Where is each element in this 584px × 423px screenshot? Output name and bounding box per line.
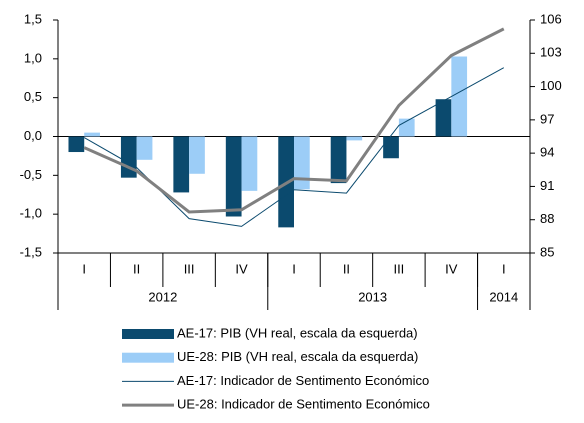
x-tick-label: II — [343, 261, 350, 276]
y2-tick-label: 94 — [540, 145, 554, 160]
y-tick-label: 1,0 — [24, 50, 42, 65]
bar — [189, 136, 205, 174]
group-label: 2012 — [148, 289, 177, 304]
legend-swatch — [122, 329, 174, 339]
legend-label: AE-17: PIB (VH real, escala da esquerda) — [177, 325, 418, 340]
x-tick-label: IV — [235, 261, 248, 276]
x-tick-label: IV — [445, 261, 458, 276]
legend-label: UE-28: Indicador de Sentimento Económico — [177, 397, 430, 412]
bar — [435, 99, 452, 137]
y-tick-label: -1,0 — [20, 206, 42, 221]
y-tick-label: -1,5 — [20, 244, 42, 259]
x-tick-label: I — [82, 261, 86, 276]
group-label: 2013 — [358, 289, 387, 304]
y2-tick-label: 85 — [540, 244, 554, 259]
legend-label: UE-28: PIB (VH real, escala da esquerda) — [177, 349, 418, 364]
y2-tick-label: 91 — [540, 178, 554, 193]
legend-label: AE-17: Indicador de Sentimento Económico — [177, 373, 429, 388]
y-tick-label: -0,5 — [20, 167, 42, 182]
bar — [173, 136, 190, 193]
bar — [84, 132, 100, 137]
y2-tick-label: 106 — [540, 11, 562, 26]
y-tick-label: 1,5 — [24, 11, 42, 26]
y2-tick-label: 88 — [540, 211, 554, 226]
bar — [346, 136, 363, 141]
bar — [294, 136, 310, 190]
bar — [383, 136, 399, 159]
y2-tick-label: 100 — [540, 78, 562, 93]
bar — [241, 136, 258, 191]
y-tick-label: 0,5 — [24, 89, 42, 104]
bar — [120, 136, 137, 178]
bar — [225, 136, 242, 217]
x-tick-label: II — [133, 261, 140, 276]
group-label: 2014 — [489, 289, 518, 304]
line — [83, 27, 505, 214]
x-tick-label: III — [184, 261, 195, 276]
bar — [136, 136, 153, 160]
legend-swatch — [122, 352, 174, 363]
x-tick-label: I — [502, 261, 506, 276]
x-tick-label: III — [393, 261, 404, 276]
bar — [68, 136, 85, 153]
x-tick-label: I — [292, 261, 296, 276]
y-tick-label: 0,0 — [24, 128, 42, 143]
bar — [330, 136, 347, 184]
y2-tick-label: 97 — [540, 111, 554, 126]
y2-tick-label: 103 — [540, 45, 562, 60]
bar — [451, 56, 468, 137]
